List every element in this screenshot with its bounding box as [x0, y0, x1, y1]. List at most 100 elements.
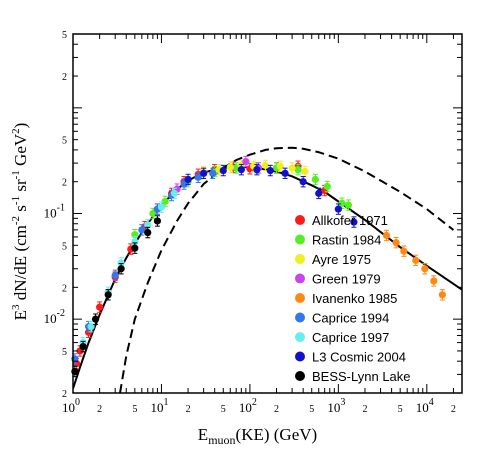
x-minor-tick-label: 5 — [132, 404, 137, 415]
data-point — [400, 247, 408, 255]
data-point — [226, 163, 234, 171]
legend-marker — [295, 371, 305, 381]
series-caprice-1994 — [71, 167, 217, 365]
y-minor-tick-label: 5 — [62, 30, 67, 41]
data-point — [253, 166, 261, 174]
legend-label: BESS-Lynn Lake — [312, 369, 411, 384]
data-point — [412, 256, 420, 264]
data-point — [315, 189, 323, 197]
series-green-1979 — [173, 155, 263, 195]
x-axis-label: Emuon(KE) (GeV) — [198, 425, 317, 447]
data-point — [200, 169, 208, 177]
data-point — [161, 197, 169, 206]
data-point — [87, 323, 95, 331]
legend-label: Green 1979 — [312, 272, 381, 287]
legend: Allkofer 1971 Rastin 1984 Ayre 1975 Green 1… — [295, 213, 411, 384]
data-point — [184, 175, 192, 184]
legend-marker — [295, 351, 305, 362]
y-minor-tick-label: 5 — [62, 136, 67, 147]
x-minor-tick-label: 2 — [97, 404, 102, 415]
x-minor-tick-label: 2 — [451, 404, 456, 415]
legend-label: Ivanenko 1985 — [312, 291, 397, 306]
data-point — [311, 175, 319, 184]
data-point — [281, 169, 289, 177]
data-point — [96, 303, 104, 311]
data-point — [170, 189, 178, 197]
data-point — [421, 265, 429, 273]
legend-marker — [295, 312, 305, 323]
data-point — [382, 231, 391, 240]
data-point — [131, 244, 139, 252]
y-minor-tick-label: 2 — [62, 178, 67, 189]
y-tick-label: 10-1 — [44, 203, 65, 221]
data-point — [323, 182, 331, 191]
data-point — [266, 166, 274, 175]
data-point — [219, 166, 227, 175]
data-point — [91, 315, 100, 323]
legend-marker — [295, 254, 305, 264]
y-axis-label: E3 dN/dE (cm-2 s-1 sr-1 GeV2) — [10, 123, 30, 321]
x-axis-label-rest: (KE) (GeV) — [236, 425, 318, 444]
data-point — [301, 167, 309, 176]
y-minor-tick-label: 5 — [62, 347, 67, 358]
data-point — [144, 221, 152, 229]
x-minor-tick-label: 5 — [398, 404, 403, 415]
legend-marker — [295, 273, 305, 284]
y-minor-tick-label: 5 — [62, 241, 67, 252]
legend-label: Allkofer 1971 — [312, 213, 388, 228]
y-tick-label: 10-2 — [44, 308, 65, 326]
series-allkofer-1971 — [73, 160, 329, 370]
legend-label: Rastin 1984 — [312, 233, 381, 248]
legend-marker — [295, 215, 305, 225]
data-point — [237, 166, 245, 174]
series-bess-lynn-lake — [71, 215, 162, 378]
x-tick-label: 101 — [150, 397, 168, 415]
data-point — [438, 291, 446, 299]
x-minor-tick-label: 5 — [309, 404, 314, 415]
x-tick-label: 103 — [327, 397, 345, 415]
data-point — [194, 173, 202, 181]
data-point — [144, 228, 152, 237]
y-minor-tick-label: 2 — [62, 283, 67, 294]
data-point — [104, 291, 112, 299]
legend-label: L3 Cosmic 2004 — [312, 350, 406, 365]
axis-ticks: 100 101 102 103 104 2 5 2 5 2 5 2 5 2 10-2 10-1 2 5 2 5 2 5 2 5 — [44, 30, 462, 415]
data-point — [350, 218, 358, 226]
dashed-model-curve — [119, 146, 455, 393]
data-point — [288, 164, 296, 172]
data-point — [117, 259, 125, 267]
data-point — [84, 328, 93, 336]
x-tick-label: 102 — [239, 397, 257, 415]
legend-label: Caprice 1997 — [312, 330, 389, 345]
x-axis-label-sub: muon — [208, 433, 235, 447]
data-point — [79, 342, 87, 351]
plot-frame — [72, 33, 463, 394]
data-point — [131, 238, 139, 246]
data-point — [153, 217, 162, 225]
data-point — [338, 199, 346, 207]
data-point — [430, 277, 438, 285]
data-points — [71, 155, 446, 378]
legend-label: Caprice 1994 — [312, 311, 389, 326]
data-point — [294, 166, 302, 174]
data-point — [242, 157, 250, 166]
data-point — [299, 178, 307, 186]
series-caprice-1997 — [79, 187, 178, 349]
legend-marker — [295, 332, 305, 342]
legend-marker — [295, 234, 305, 245]
x-minor-tick-label: 5 — [221, 404, 226, 415]
data-point — [276, 162, 284, 170]
y-minor-tick-label: 2 — [62, 72, 67, 83]
data-point — [138, 226, 146, 234]
data-point — [392, 239, 400, 247]
x-tick-label: 104 — [416, 397, 434, 415]
x-tick-label: 100 — [62, 397, 80, 415]
data-point — [209, 169, 217, 177]
series-ivanenko-1985 — [382, 229, 446, 301]
x-minor-tick-label: 2 — [186, 404, 191, 415]
series-l3-cosmic-2004 — [184, 163, 358, 228]
legend-marker — [295, 293, 305, 303]
legend-label: Ayre 1975 — [312, 252, 371, 267]
data-point — [149, 209, 157, 218]
